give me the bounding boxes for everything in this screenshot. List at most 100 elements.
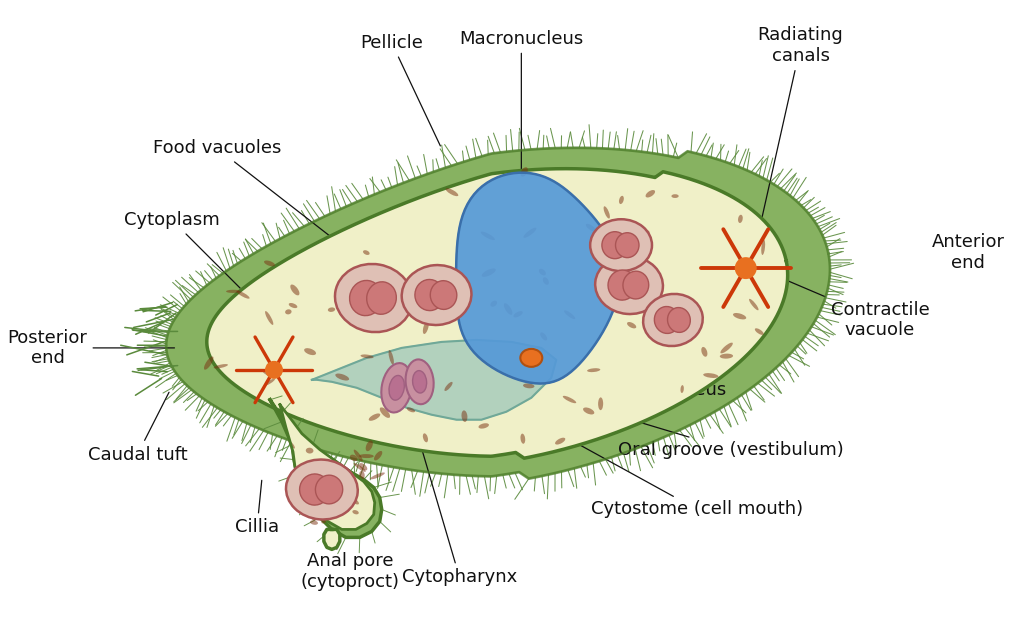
- Ellipse shape: [388, 350, 394, 365]
- Text: Oral groove (vestibulum): Oral groove (vestibulum): [534, 391, 844, 459]
- Ellipse shape: [721, 343, 733, 353]
- Ellipse shape: [638, 227, 649, 233]
- Ellipse shape: [362, 250, 370, 255]
- Ellipse shape: [555, 437, 565, 444]
- Ellipse shape: [335, 374, 349, 381]
- Polygon shape: [166, 148, 830, 479]
- Polygon shape: [456, 173, 620, 384]
- Ellipse shape: [406, 359, 433, 404]
- Ellipse shape: [407, 407, 415, 412]
- Ellipse shape: [328, 308, 335, 312]
- Ellipse shape: [733, 313, 746, 319]
- Ellipse shape: [703, 373, 719, 378]
- Ellipse shape: [353, 450, 362, 461]
- Ellipse shape: [481, 268, 496, 277]
- Ellipse shape: [367, 282, 396, 314]
- Text: Posterior
end: Posterior end: [7, 328, 174, 368]
- Ellipse shape: [639, 269, 650, 275]
- Text: Cytoplasm: Cytoplasm: [124, 212, 240, 288]
- Ellipse shape: [348, 496, 359, 504]
- Ellipse shape: [627, 322, 636, 328]
- Ellipse shape: [430, 281, 457, 310]
- Text: Contractile
vacuole: Contractile vacuole: [765, 271, 929, 339]
- Circle shape: [735, 257, 757, 279]
- Ellipse shape: [615, 233, 639, 258]
- Ellipse shape: [380, 407, 390, 418]
- Polygon shape: [270, 400, 382, 537]
- Ellipse shape: [623, 271, 649, 299]
- Polygon shape: [312, 340, 556, 420]
- Ellipse shape: [391, 292, 400, 306]
- Polygon shape: [207, 168, 787, 458]
- Ellipse shape: [480, 232, 495, 240]
- Ellipse shape: [237, 291, 250, 299]
- Ellipse shape: [349, 475, 353, 482]
- Ellipse shape: [360, 354, 374, 358]
- Text: Radiating
canals: Radiating canals: [758, 26, 844, 230]
- Ellipse shape: [608, 270, 637, 300]
- Ellipse shape: [226, 290, 241, 293]
- Ellipse shape: [308, 507, 315, 520]
- Ellipse shape: [701, 347, 708, 357]
- Ellipse shape: [761, 240, 765, 255]
- Ellipse shape: [504, 303, 512, 315]
- Ellipse shape: [587, 368, 600, 372]
- Ellipse shape: [359, 471, 365, 479]
- Ellipse shape: [291, 285, 299, 295]
- Ellipse shape: [307, 480, 321, 485]
- Polygon shape: [280, 405, 375, 529]
- Ellipse shape: [352, 510, 358, 514]
- Ellipse shape: [359, 454, 374, 458]
- Ellipse shape: [668, 308, 690, 333]
- Ellipse shape: [681, 385, 684, 393]
- Ellipse shape: [353, 463, 366, 472]
- Ellipse shape: [539, 269, 546, 275]
- Ellipse shape: [285, 310, 292, 314]
- Text: Cillia: Cillia: [234, 480, 280, 537]
- Ellipse shape: [720, 354, 733, 359]
- Ellipse shape: [462, 411, 467, 422]
- Text: Micronucleus: Micronucleus: [546, 361, 726, 399]
- Ellipse shape: [349, 280, 382, 316]
- Ellipse shape: [543, 277, 549, 285]
- Text: Macronucleus: Macronucleus: [459, 30, 584, 222]
- Ellipse shape: [286, 459, 357, 520]
- Ellipse shape: [586, 224, 596, 232]
- Ellipse shape: [389, 376, 404, 400]
- Ellipse shape: [374, 451, 382, 461]
- Ellipse shape: [643, 294, 702, 346]
- Ellipse shape: [413, 371, 427, 393]
- Ellipse shape: [590, 219, 652, 271]
- Ellipse shape: [672, 194, 679, 198]
- Ellipse shape: [645, 190, 655, 197]
- Text: Pellicle: Pellicle: [360, 34, 440, 146]
- Circle shape: [265, 361, 283, 379]
- Ellipse shape: [369, 414, 380, 421]
- Ellipse shape: [563, 396, 577, 403]
- Ellipse shape: [204, 356, 213, 369]
- Ellipse shape: [304, 348, 316, 355]
- Ellipse shape: [490, 301, 497, 307]
- Polygon shape: [324, 529, 340, 549]
- Ellipse shape: [262, 369, 274, 377]
- Text: Anterior
end: Anterior end: [932, 233, 1005, 271]
- Ellipse shape: [297, 477, 301, 487]
- Ellipse shape: [595, 256, 663, 314]
- Ellipse shape: [401, 265, 471, 325]
- Ellipse shape: [523, 383, 535, 388]
- Ellipse shape: [264, 260, 275, 266]
- Ellipse shape: [523, 228, 537, 238]
- Ellipse shape: [444, 382, 453, 391]
- Ellipse shape: [654, 306, 680, 333]
- Ellipse shape: [300, 474, 330, 505]
- Ellipse shape: [651, 286, 656, 294]
- Ellipse shape: [755, 328, 764, 335]
- Text: Food vacuoles: Food vacuoles: [153, 139, 372, 268]
- Ellipse shape: [583, 407, 594, 414]
- Ellipse shape: [366, 441, 373, 451]
- Ellipse shape: [306, 447, 313, 454]
- Ellipse shape: [738, 215, 742, 223]
- Ellipse shape: [310, 520, 317, 525]
- Ellipse shape: [423, 321, 429, 334]
- Ellipse shape: [541, 333, 547, 341]
